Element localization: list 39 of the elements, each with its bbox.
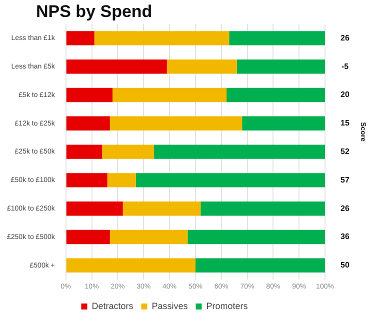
bar: [66, 173, 108, 188]
bar: [226, 88, 325, 102]
legend-label: Promoters: [206, 300, 248, 311]
text: 26: [340, 33, 350, 42]
bar: [200, 202, 325, 216]
bar: [110, 116, 242, 130]
bar: [122, 202, 201, 216]
bar: [66, 230, 110, 244]
bar: [166, 60, 237, 74]
text: 52: [340, 147, 350, 156]
bar: [66, 202, 123, 216]
bar: [195, 258, 325, 272]
bar: [102, 144, 154, 159]
bar: [66, 258, 196, 272]
chart-title: NPS by Spend: [36, 2, 152, 22]
bar: [94, 31, 230, 46]
bar: [110, 230, 188, 244]
bar: [66, 60, 167, 74]
bar: [229, 31, 325, 46]
text: 50: [340, 260, 350, 270]
bar: [66, 144, 102, 159]
bar: [66, 88, 113, 102]
text: -5: [341, 62, 350, 71]
bar: [136, 173, 325, 188]
bar: [154, 144, 325, 159]
text: 20: [340, 90, 350, 100]
text: 36: [340, 232, 350, 242]
bar: [236, 60, 325, 74]
bar: [66, 116, 110, 130]
legend-label: Detractors: [92, 300, 134, 311]
legend-label: Passives: [152, 300, 188, 311]
bar: [66, 31, 94, 46]
text: 57: [340, 175, 350, 184]
bar: [107, 173, 136, 188]
text: 15: [340, 118, 350, 128]
text: 26: [340, 204, 350, 213]
bar: [188, 230, 325, 244]
bar: [112, 88, 227, 102]
bar: [242, 116, 325, 130]
